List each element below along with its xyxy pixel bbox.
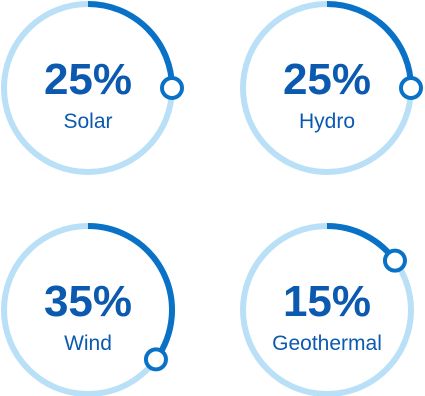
end-marker — [143, 347, 168, 372]
percent-label: 15% — [283, 277, 371, 326]
category-label: Wind — [64, 332, 112, 355]
progress-arc — [87, 223, 175, 362]
end-marker — [382, 248, 407, 273]
ring-solar: 25% Solar — [1, 1, 184, 175]
percent-label: 35% — [44, 277, 132, 326]
end-marker — [399, 76, 423, 100]
category-label: Geothermal — [272, 332, 382, 355]
ring-wind: 35% Wind — [1, 223, 175, 396]
ring-geothermal: 15% Geothermal — [240, 223, 414, 396]
percent-label: 25% — [44, 55, 132, 104]
end-marker — [160, 76, 184, 100]
percent-label: 25% — [283, 55, 371, 104]
progress-arc — [326, 1, 414, 89]
progress-arc — [87, 1, 175, 89]
ring-hydro: 25% Hydro — [240, 1, 423, 175]
category-label: Hydro — [299, 110, 355, 133]
category-label: Solar — [63, 110, 112, 133]
